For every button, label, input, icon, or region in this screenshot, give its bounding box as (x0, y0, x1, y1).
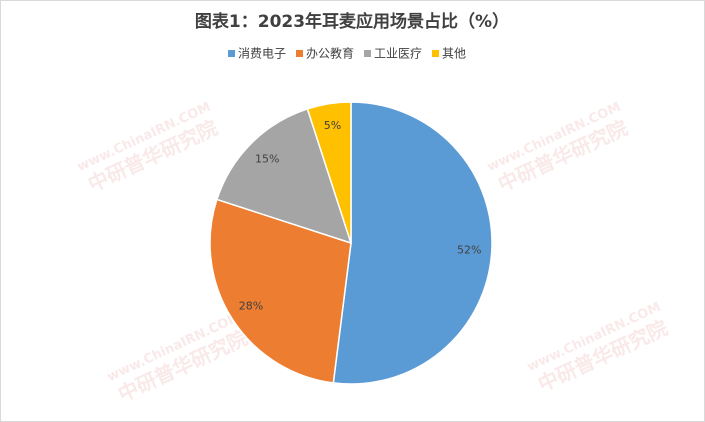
legend-swatch (296, 50, 303, 57)
legend-label: 工业医疗 (374, 47, 422, 61)
pie-slice (215, 107, 353, 245)
data-label: 15% (255, 152, 279, 165)
pie: 52% 28% 15% 5% (209, 101, 493, 385)
legend: 消费电子 办公教育 工业医疗 其他 (228, 46, 466, 61)
legend-label: 消费电子 (238, 47, 286, 61)
legend-swatch (432, 50, 439, 57)
legend-label: 办公教育 (306, 46, 354, 61)
data-label: 52% (457, 243, 481, 256)
data-label: 5% (324, 119, 341, 132)
pie-slice (332, 101, 493, 385)
legend-swatch (228, 50, 235, 57)
chart-title: 图表1：2023年耳麦应用场景占比（%） (195, 11, 509, 32)
legend-label: 其他 (442, 47, 466, 61)
data-label: 28% (239, 299, 263, 312)
pie-slice (306, 101, 352, 244)
pie-slice (209, 198, 352, 384)
legend-swatch (364, 50, 371, 57)
